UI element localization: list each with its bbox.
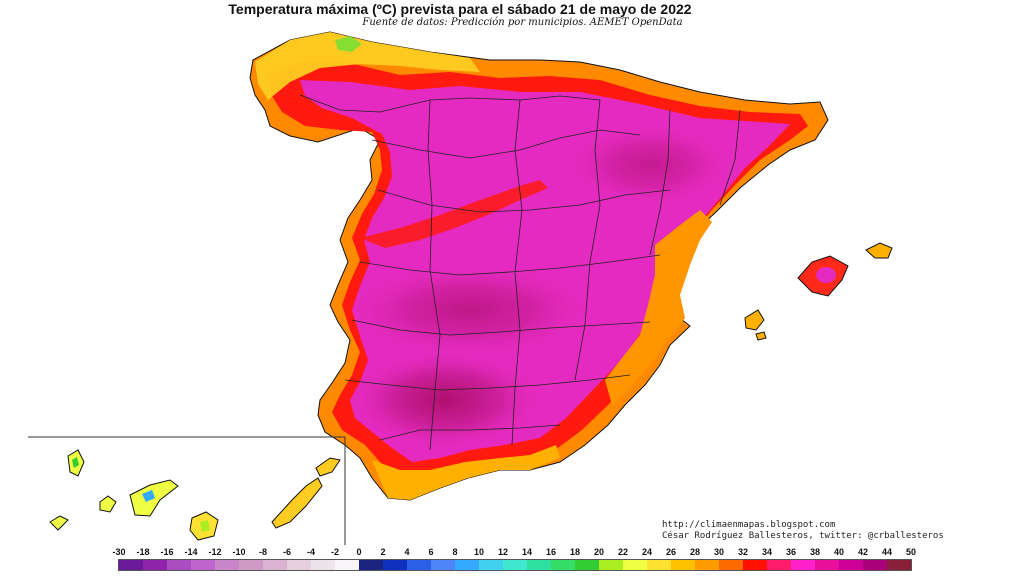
map-source: Fuente de datos: Predicción por municipi… — [362, 17, 683, 28]
gran-canaria-core — [200, 520, 210, 532]
legend-swatch — [815, 560, 839, 570]
legend-tick-label: -6 — [282, 547, 292, 557]
credits: http://climaenmapas.blogspot.com César R… — [662, 520, 944, 542]
fuerteventura — [271, 477, 323, 529]
legend-swatch — [599, 560, 623, 570]
north-coast-band — [255, 32, 480, 100]
legend-swatch — [503, 560, 527, 570]
legend-swatch — [743, 560, 767, 570]
lanzarote — [315, 457, 341, 477]
hot-core-ebro — [570, 125, 730, 205]
legend-tick-label: 32 — [737, 547, 749, 557]
legend-tick-label: 20 — [593, 547, 605, 557]
legend-tick-label: 2 — [380, 547, 386, 557]
legend-tick-label: 36 — [785, 547, 797, 557]
legend-swatch — [527, 560, 551, 570]
legend-swatch — [431, 560, 455, 570]
legend-swatch — [887, 560, 911, 570]
legend-swatch — [167, 560, 191, 570]
legend-tick-label: 34 — [761, 547, 773, 557]
legend-swatch — [551, 560, 575, 570]
legend-tick-label: -8 — [258, 547, 268, 557]
legend-swatch — [191, 560, 215, 570]
province-borders — [299, 94, 741, 451]
credits-author: César Rodríguez Ballesteros, twitter: @c… — [662, 531, 944, 541]
legend-tick-label: 40 — [833, 547, 845, 557]
hot-core-center — [350, 265, 590, 355]
legend-tick-label: 14 — [521, 547, 533, 557]
map-title: Temperatura máxima (ºC) prevista para el… — [228, 1, 692, 17]
legend-tick-label: -16 — [160, 547, 174, 557]
formentera — [755, 331, 767, 341]
legend-tick-label: -30 — [112, 547, 126, 557]
legend-swatch — [791, 560, 815, 570]
legend-tick-label: -18 — [136, 547, 150, 557]
legend-swatch — [839, 560, 863, 570]
ibiza — [744, 309, 765, 331]
legend-swatch — [215, 560, 239, 570]
legend-tick-label: 6 — [428, 547, 434, 557]
legend-swatch — [311, 560, 335, 570]
tenerife-core — [142, 490, 155, 502]
legend-tick-label: 26 — [665, 547, 677, 557]
legend-tick-label: 18 — [569, 547, 581, 557]
legend-tick-label: 28 — [689, 547, 701, 557]
menorca — [865, 242, 893, 259]
legend-swatch — [695, 560, 719, 570]
legend-swatch — [383, 560, 407, 570]
legend-tick-label: -12 — [208, 547, 222, 557]
legend-tick-label: 16 — [545, 547, 557, 557]
legend-tick-label: -4 — [306, 547, 316, 557]
la-palma-core — [72, 457, 79, 468]
legend-tick-label: -2 — [330, 547, 340, 557]
legend-swatch — [239, 560, 263, 570]
legend-tick-label: 12 — [497, 547, 509, 557]
legend-swatch — [671, 560, 695, 570]
legend-swatch — [143, 560, 167, 570]
legend-swatch — [767, 560, 791, 570]
canary-inset-frame — [28, 436, 346, 545]
legend-tick-label: 38 — [809, 547, 821, 557]
mallorca-core — [816, 267, 836, 283]
el-hierro — [49, 515, 69, 531]
legend-swatch — [407, 560, 431, 570]
legend-swatch — [863, 560, 887, 570]
legend-tick-label: 0 — [356, 547, 362, 557]
legend-tick-label: 30 — [713, 547, 725, 557]
legend-color-bar — [118, 559, 912, 571]
legend-swatch — [479, 560, 503, 570]
legend-tick-label: -14 — [184, 547, 198, 557]
legend-swatch — [263, 560, 287, 570]
legend-tick-label: -10 — [232, 547, 246, 557]
legend-swatch — [647, 560, 671, 570]
sistema-central-band — [360, 180, 548, 248]
legend-swatch — [455, 560, 479, 570]
legend-tick-label: 22 — [617, 547, 629, 557]
legend-tick-label: 44 — [881, 547, 893, 557]
legend-swatch — [335, 560, 359, 570]
legend-tick-label: 10 — [473, 547, 485, 557]
legend-swatch — [623, 560, 647, 570]
legend-swatch — [119, 560, 143, 570]
levante-coast — [605, 210, 712, 405]
legend-swatch — [719, 560, 743, 570]
legend-tick-label: 42 — [857, 547, 869, 557]
la-gomera — [99, 495, 117, 513]
legend-swatch — [287, 560, 311, 570]
north-coast-green — [335, 36, 362, 52]
legend-tick-label: 8 — [452, 547, 458, 557]
legend-tick-label: 4 — [404, 547, 410, 557]
legend-tick-label: 24 — [641, 547, 653, 557]
legend-tick-label: 50 — [905, 547, 917, 557]
hot-core-south — [350, 352, 540, 448]
legend-swatch — [575, 560, 599, 570]
legend-swatch — [359, 560, 383, 570]
south-coast — [372, 445, 560, 500]
credits-url[interactable]: http://climaenmapas.blogspot.com — [662, 520, 836, 530]
